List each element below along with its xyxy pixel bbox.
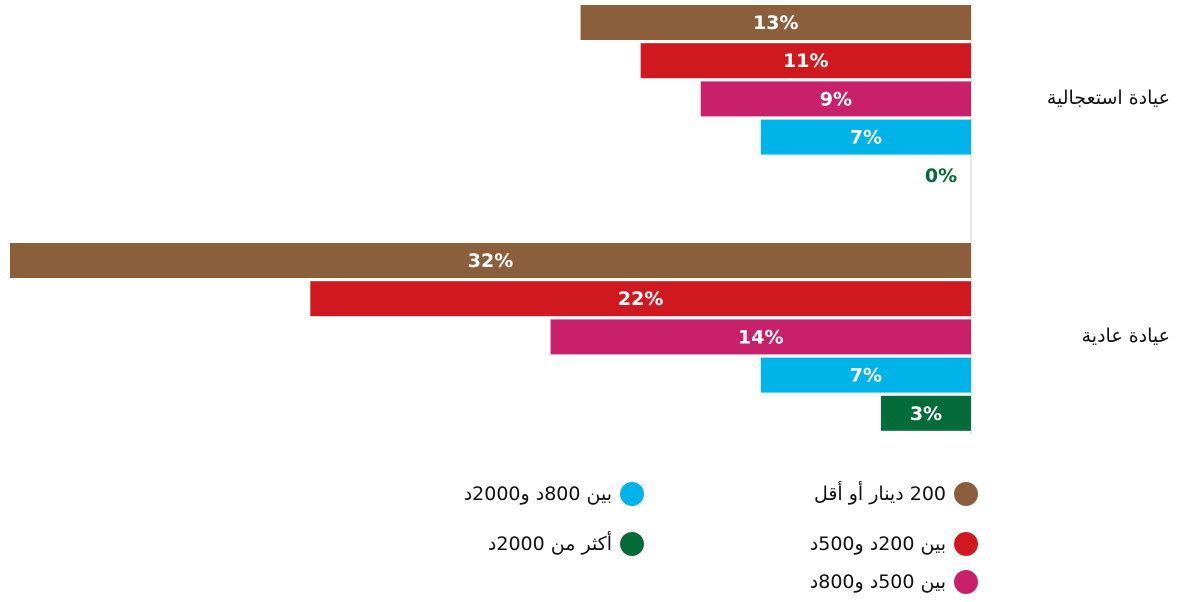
bar xyxy=(700,81,971,117)
legend-label: أكثر من 2000د xyxy=(487,533,612,555)
data-label: 14% xyxy=(738,326,783,348)
legend-label: بين 500د و800د xyxy=(809,571,946,593)
category-label: عيادة عادية xyxy=(1081,324,1170,347)
data-label: 0% xyxy=(925,165,957,187)
legend-swatch xyxy=(620,532,644,556)
bar xyxy=(580,5,971,40)
data-label: 13% xyxy=(753,12,798,34)
data-label: 7% xyxy=(850,365,882,387)
legend-swatch xyxy=(954,532,978,556)
data-label: 11% xyxy=(783,50,828,72)
data-label: 32% xyxy=(468,250,513,272)
bar xyxy=(10,243,971,278)
data-label: 7% xyxy=(850,127,882,149)
legend-label: بين 800د و2000د xyxy=(463,483,612,505)
legend-swatch xyxy=(954,570,978,594)
data-label: 9% xyxy=(820,88,852,110)
data-label: 22% xyxy=(618,288,663,310)
legend-label: بين 200د و500د xyxy=(809,533,946,555)
bar xyxy=(550,319,971,355)
bar xyxy=(310,281,971,317)
legend-swatch xyxy=(954,482,978,506)
legend-label: 200 دينار أو أقل xyxy=(813,483,946,505)
bar xyxy=(880,395,971,431)
data-label: 3% xyxy=(910,403,942,425)
bar xyxy=(760,357,971,393)
legend-swatch xyxy=(620,482,644,506)
category-label: عيادة استعجالية xyxy=(1046,86,1170,109)
bar xyxy=(640,43,971,79)
bar xyxy=(760,119,971,155)
